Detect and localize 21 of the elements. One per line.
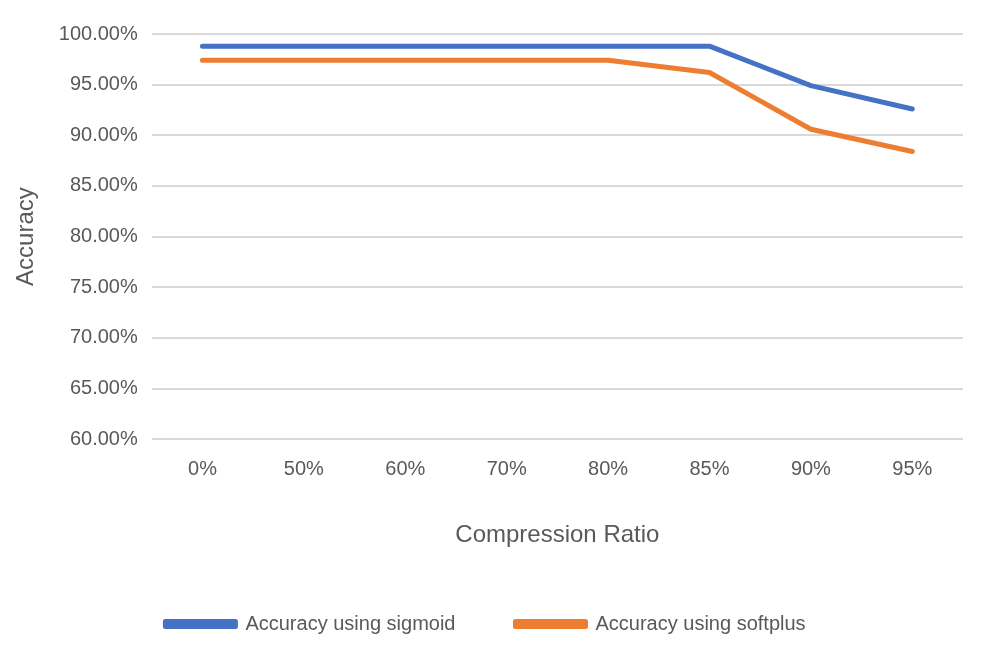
y-tick-label: 90.00%: [69, 122, 138, 145]
y-tick-label: 60.00%: [69, 426, 138, 449]
x-tick-label: 60%: [385, 456, 426, 479]
legend-label: Accuracy using softplus: [595, 611, 806, 634]
y-tick-label: 95.00%: [69, 72, 138, 95]
y-tick-label: 70.00%: [69, 325, 138, 348]
y-tick-label: 65.00%: [69, 376, 138, 399]
x-tick-label: 50%: [283, 456, 325, 479]
x-tick-label: 70%: [486, 456, 527, 479]
x-tick-label: 80%: [588, 456, 629, 479]
x-tick-label: 90%: [790, 456, 832, 479]
y-tick-label: 80.00%: [69, 224, 138, 247]
x-tick-label: 0%: [188, 456, 218, 479]
x-tick-label: 95%: [892, 456, 933, 479]
y-tick-label: 85.00%: [69, 173, 138, 196]
y-axis-title: Accuracy: [11, 187, 39, 286]
legend-label: Accuracy using sigmoid: [245, 611, 456, 634]
y-tick-label: 75.00%: [69, 274, 138, 297]
y-tick-label: 100.00%: [58, 21, 138, 44]
x-tick-label: 85%: [689, 456, 730, 479]
x-axis-title: Compression Ratio: [455, 520, 660, 548]
